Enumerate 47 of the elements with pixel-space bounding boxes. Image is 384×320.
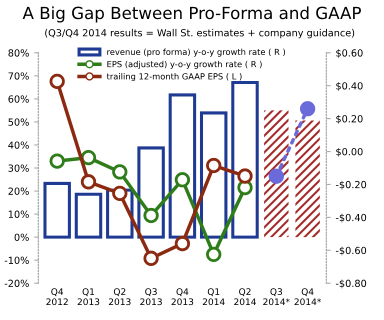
y-tick-label: 40%	[8, 141, 29, 149]
y-tick-label: 30%	[8, 164, 29, 172]
y2-tick-label: -$0.20	[336, 180, 366, 190]
point	[50, 153, 65, 169]
y2-tick-label: -$0.80	[336, 280, 366, 288]
point	[143, 208, 159, 224]
x-tick-label: Q2 2014	[234, 288, 256, 306]
y2-tick-label: -$0.60	[336, 246, 366, 256]
y-tick-label: 0%	[14, 234, 29, 241]
x-tick-label: Q4 2014*	[294, 288, 322, 306]
x-tick-label: Q1 2013	[78, 288, 100, 306]
y-tick-label: 10%	[8, 210, 29, 218]
y-tick-label: 80%	[8, 49, 29, 57]
x-tick-label: Q4 2013	[172, 288, 194, 306]
legend-label: EPS (adjusted) y-o-y growth rate ( R )	[107, 60, 262, 69]
point	[174, 236, 190, 252]
x-tick-label: Q2 2013	[108, 288, 131, 306]
point	[80, 174, 96, 190]
point	[143, 250, 159, 266]
point	[174, 172, 190, 188]
x-tick-label: Q1 2014	[202, 288, 225, 306]
y2-tick-label: $0.00	[336, 148, 363, 157]
point	[206, 246, 222, 262]
point	[112, 164, 128, 180]
y-tick-label: -20%	[4, 280, 29, 288]
y-tick-label: 60%	[8, 95, 29, 103]
x-tick-label: Q3 2013	[140, 288, 162, 306]
legend-label: trailing 12-month GAAP EPS ( L )	[106, 73, 242, 82]
y-tick-label: 70%	[8, 72, 29, 80]
y2-tick-label: -$0.40	[336, 214, 366, 222]
chart-title: A Big Gap Between Pro-Forma and GAAP	[22, 6, 361, 22]
y2-tick-label: $0.20	[336, 114, 363, 124]
y-tick-label: 20%	[8, 188, 29, 195]
y2-tick-label: $0.60	[336, 49, 363, 58]
point	[50, 74, 65, 90]
bar	[264, 110, 289, 238]
x-tick-label: Q3 2014*	[263, 288, 290, 306]
legend-label: revenue (pro forma) y-o-y growth rate ( R )	[107, 48, 286, 57]
point	[206, 158, 222, 174]
y-tick-label: 50%	[8, 118, 29, 126]
point	[237, 168, 253, 184]
point	[112, 186, 128, 201]
y-tick-label: -10%	[4, 256, 29, 264]
y2-tick-label: $0.40	[336, 82, 363, 91]
point	[80, 150, 96, 166]
chart-subtitle: (Q3/Q4 2014 results = Wall St. estimates + company guidance)	[45, 28, 354, 38]
x-tick-label: Q4 2012	[46, 288, 68, 306]
